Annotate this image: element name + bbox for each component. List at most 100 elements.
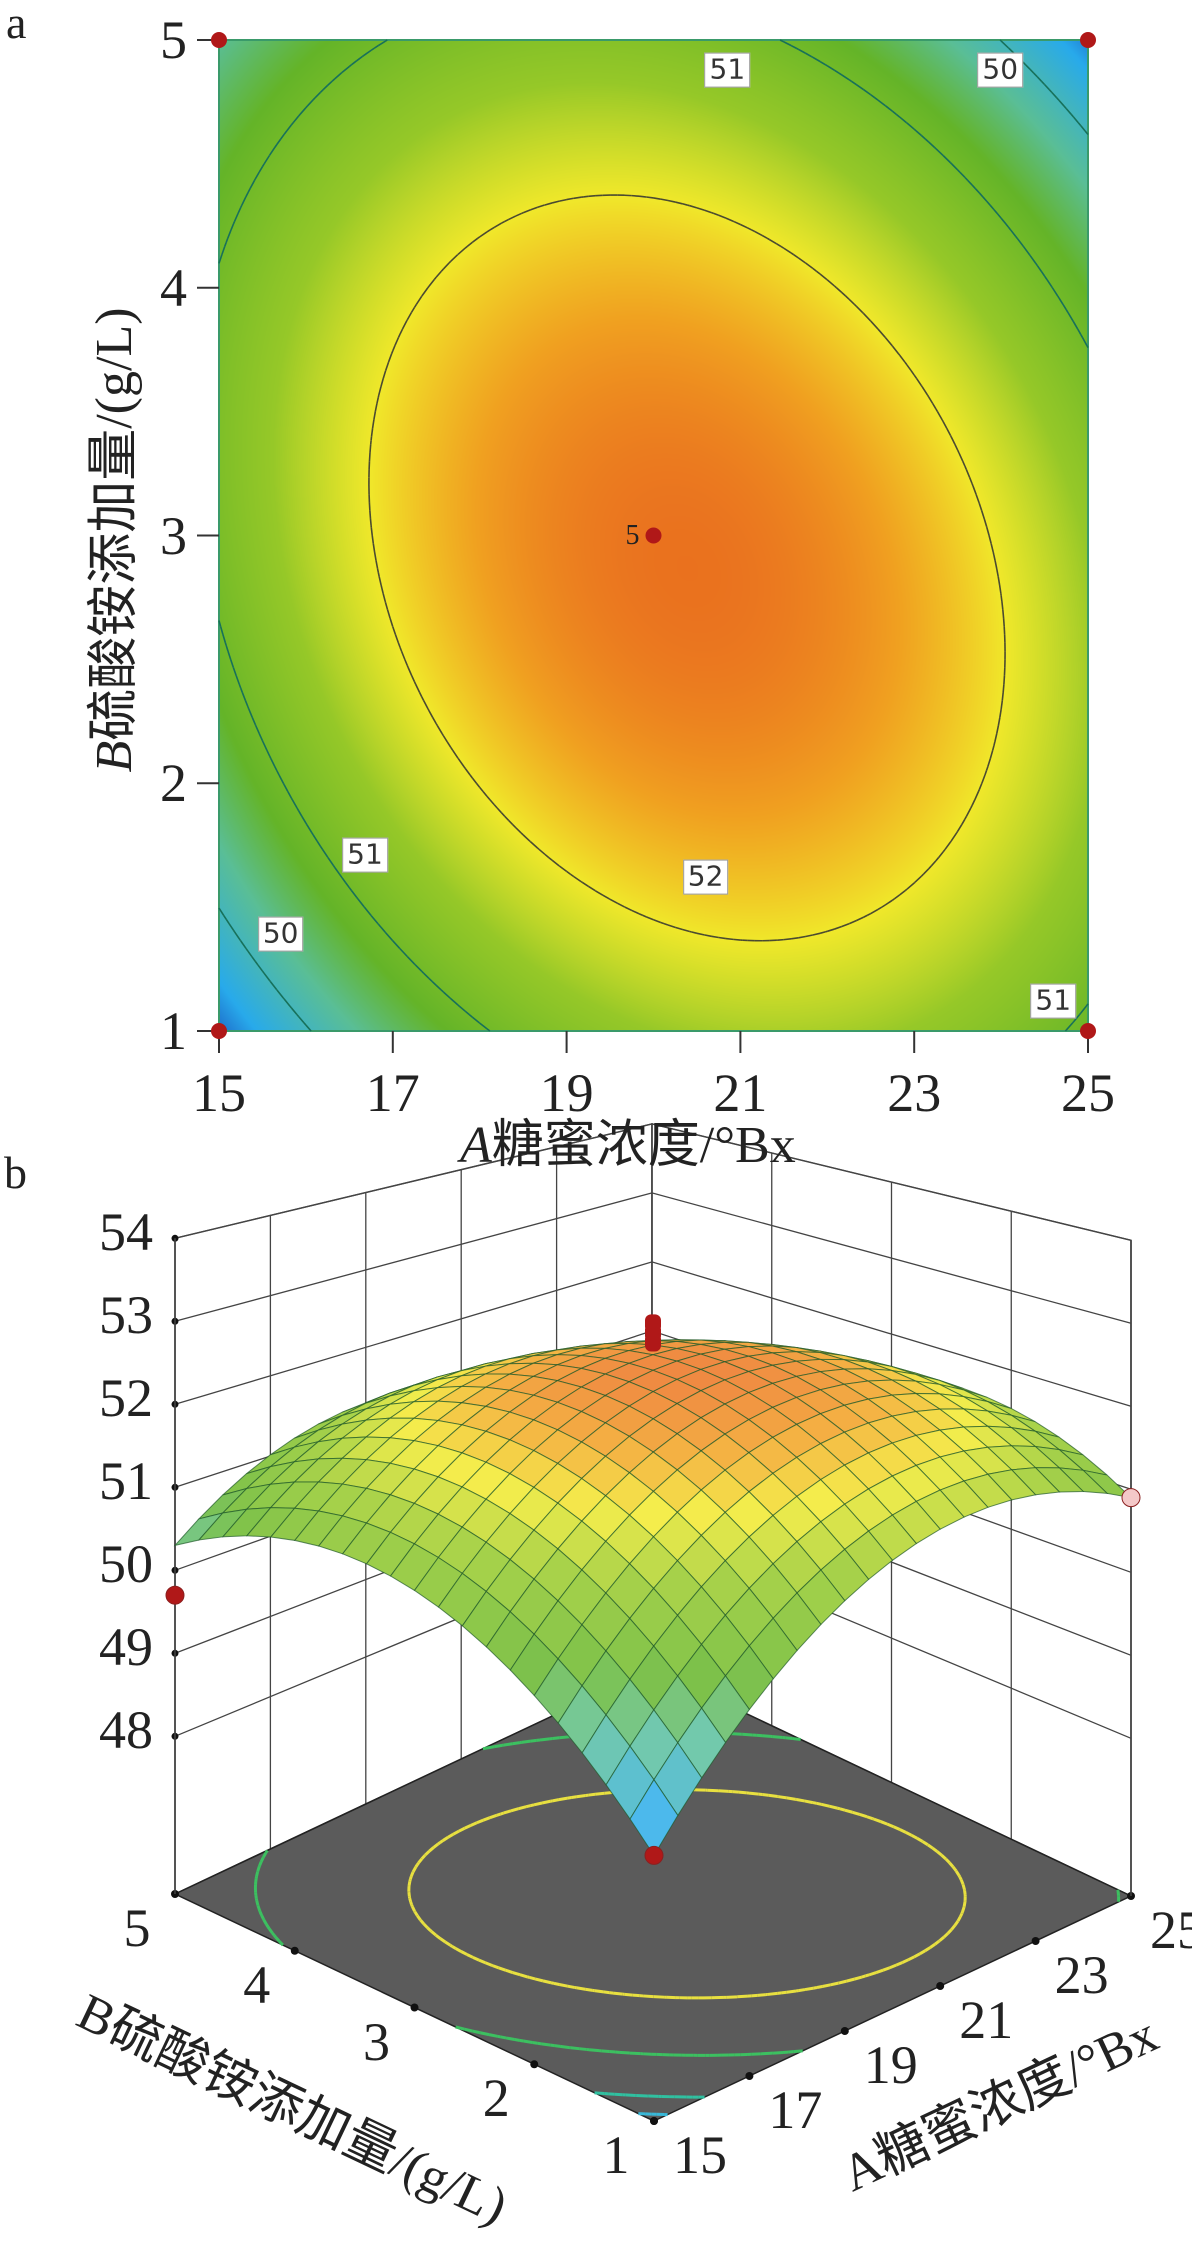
floor-contour-line-51 bbox=[730, 1732, 742, 1736]
contour-line-51 bbox=[1080, 334, 1084, 338]
floor-contour-line-52 bbox=[958, 1876, 963, 1881]
contour-line-52 bbox=[389, 617, 394, 627]
contour-line-52 bbox=[696, 932, 705, 936]
floor-contour-line-51 bbox=[464, 2027, 473, 2033]
floor-contour-line-52 bbox=[484, 1961, 493, 1967]
contour-line-52 bbox=[520, 832, 524, 836]
design-point bbox=[165, 1585, 185, 1605]
contour-line-52 bbox=[776, 243, 782, 248]
contour-line-51 bbox=[348, 887, 353, 892]
contour-line-52 bbox=[559, 198, 567, 202]
contour-line-50 bbox=[1000, 40, 1009, 49]
contour-line-51 bbox=[1043, 275, 1048, 280]
contour-line-52 bbox=[477, 236, 481, 239]
floor-contour-line-51 bbox=[550, 2043, 555, 2048]
contour-line-51 bbox=[933, 146, 937, 150]
wall-grid-line bbox=[174, 1261, 1132, 1407]
contour-line-52 bbox=[493, 804, 498, 809]
contour-line-52 bbox=[529, 840, 531, 843]
x-axis-var: A bbox=[460, 1117, 492, 1174]
contour-line-52 bbox=[386, 609, 391, 619]
floor-contour-line-52 bbox=[956, 1915, 962, 1922]
contour-line-52 bbox=[377, 572, 381, 577]
floor-contour-line-52 bbox=[408, 1878, 412, 1882]
contour-line-51 bbox=[1040, 270, 1046, 277]
floor-contour-line-52 bbox=[594, 1989, 604, 1994]
contour-line-52 bbox=[881, 904, 886, 908]
floor-contour-line-51 bbox=[264, 1849, 269, 1854]
contour-line-51 bbox=[322, 84, 329, 91]
contour-line-51 bbox=[227, 650, 232, 660]
contour-line-52 bbox=[994, 560, 998, 569]
floor-contour-line-51 bbox=[472, 2029, 480, 2034]
contour-label: 51 bbox=[342, 837, 388, 873]
contour-line-51 bbox=[274, 766, 278, 772]
contour-line-52 bbox=[866, 912, 872, 917]
floor-contour-line-51 bbox=[497, 2034, 501, 2039]
contour-line-52 bbox=[427, 285, 430, 289]
floor-contour-line-52 bbox=[948, 1861, 955, 1868]
contour-line-51 bbox=[240, 204, 243, 208]
floor-contour-line-52 bbox=[951, 1865, 956, 1870]
floor-contour-line-51 bbox=[259, 1857, 265, 1863]
contour-line-51 bbox=[812, 56, 821, 63]
contour-line-51 bbox=[1029, 254, 1037, 264]
contour-line-50 bbox=[283, 998, 291, 1007]
contour-line-52 bbox=[422, 700, 429, 710]
contour-line-51 bbox=[261, 163, 265, 168]
contour-line-52 bbox=[971, 799, 976, 806]
contour-line-52 bbox=[928, 865, 933, 870]
contour-line-52 bbox=[382, 593, 387, 602]
contour-line-51 bbox=[1022, 245, 1031, 256]
floor-contour-line-52 bbox=[748, 1791, 759, 1796]
contour-line-52 bbox=[855, 305, 864, 314]
contour-line-52 bbox=[588, 194, 596, 198]
floor-contour-line-51 bbox=[271, 1932, 276, 1937]
floor-contour-line-50 bbox=[625, 2093, 636, 2097]
contour-line-51 bbox=[450, 998, 459, 1006]
floor-contour-line-52 bbox=[813, 1986, 818, 1990]
floor-contour-line-52 bbox=[527, 1975, 530, 1979]
contour-line-51 bbox=[989, 204, 995, 211]
floor-contour-line-52 bbox=[913, 1952, 921, 1959]
contour-line-52 bbox=[479, 786, 484, 793]
contour-line-51 bbox=[391, 939, 394, 942]
contour-label: 50 bbox=[977, 52, 1024, 88]
contour-line-50 bbox=[296, 1013, 300, 1018]
contour-line-50 bbox=[254, 960, 259, 966]
contour-line-52 bbox=[913, 881, 916, 884]
contour-line-52 bbox=[711, 935, 719, 939]
contour-line-51 bbox=[1058, 297, 1064, 305]
floor-contour-line-52 bbox=[961, 1884, 966, 1891]
contour-line-51 bbox=[244, 700, 249, 708]
floor-contour-line-51 bbox=[512, 1741, 521, 1746]
contour-line-51 bbox=[838, 72, 843, 76]
contour-line-51 bbox=[413, 963, 416, 966]
contour-line-52 bbox=[508, 819, 514, 826]
contour-line-51 bbox=[841, 74, 850, 81]
contour-line-52 bbox=[718, 936, 727, 940]
floor-contour-line-52 bbox=[737, 1994, 748, 1999]
contour-line-51 bbox=[241, 692, 247, 701]
contour-line-52 bbox=[965, 807, 972, 817]
floor-contour-line-51 bbox=[278, 1940, 284, 1947]
contour-line-51 bbox=[290, 122, 294, 126]
contour-line-52 bbox=[1001, 601, 1004, 610]
floor-contour-line-51 bbox=[519, 2038, 524, 2043]
contour-line-51 bbox=[996, 212, 1002, 219]
contour-line-52 bbox=[376, 568, 380, 573]
contour-line-51 bbox=[1064, 1029, 1067, 1032]
design-point bbox=[645, 527, 662, 544]
contour-line-52 bbox=[965, 469, 971, 478]
design-point bbox=[644, 1845, 664, 1865]
floor-contour-line-51 bbox=[273, 1934, 277, 1939]
floor-contour-line-52 bbox=[584, 1987, 593, 1992]
contour-line-52 bbox=[486, 229, 491, 233]
contour-line-52 bbox=[493, 222, 502, 229]
contour-line-52 bbox=[862, 312, 872, 322]
contour-line-52 bbox=[380, 378, 384, 388]
contour-line-52 bbox=[464, 245, 468, 249]
z-tick-label: 52 bbox=[99, 1368, 153, 1429]
contour-line-50 bbox=[263, 972, 271, 982]
floor-contour-line-51 bbox=[772, 1735, 783, 1740]
